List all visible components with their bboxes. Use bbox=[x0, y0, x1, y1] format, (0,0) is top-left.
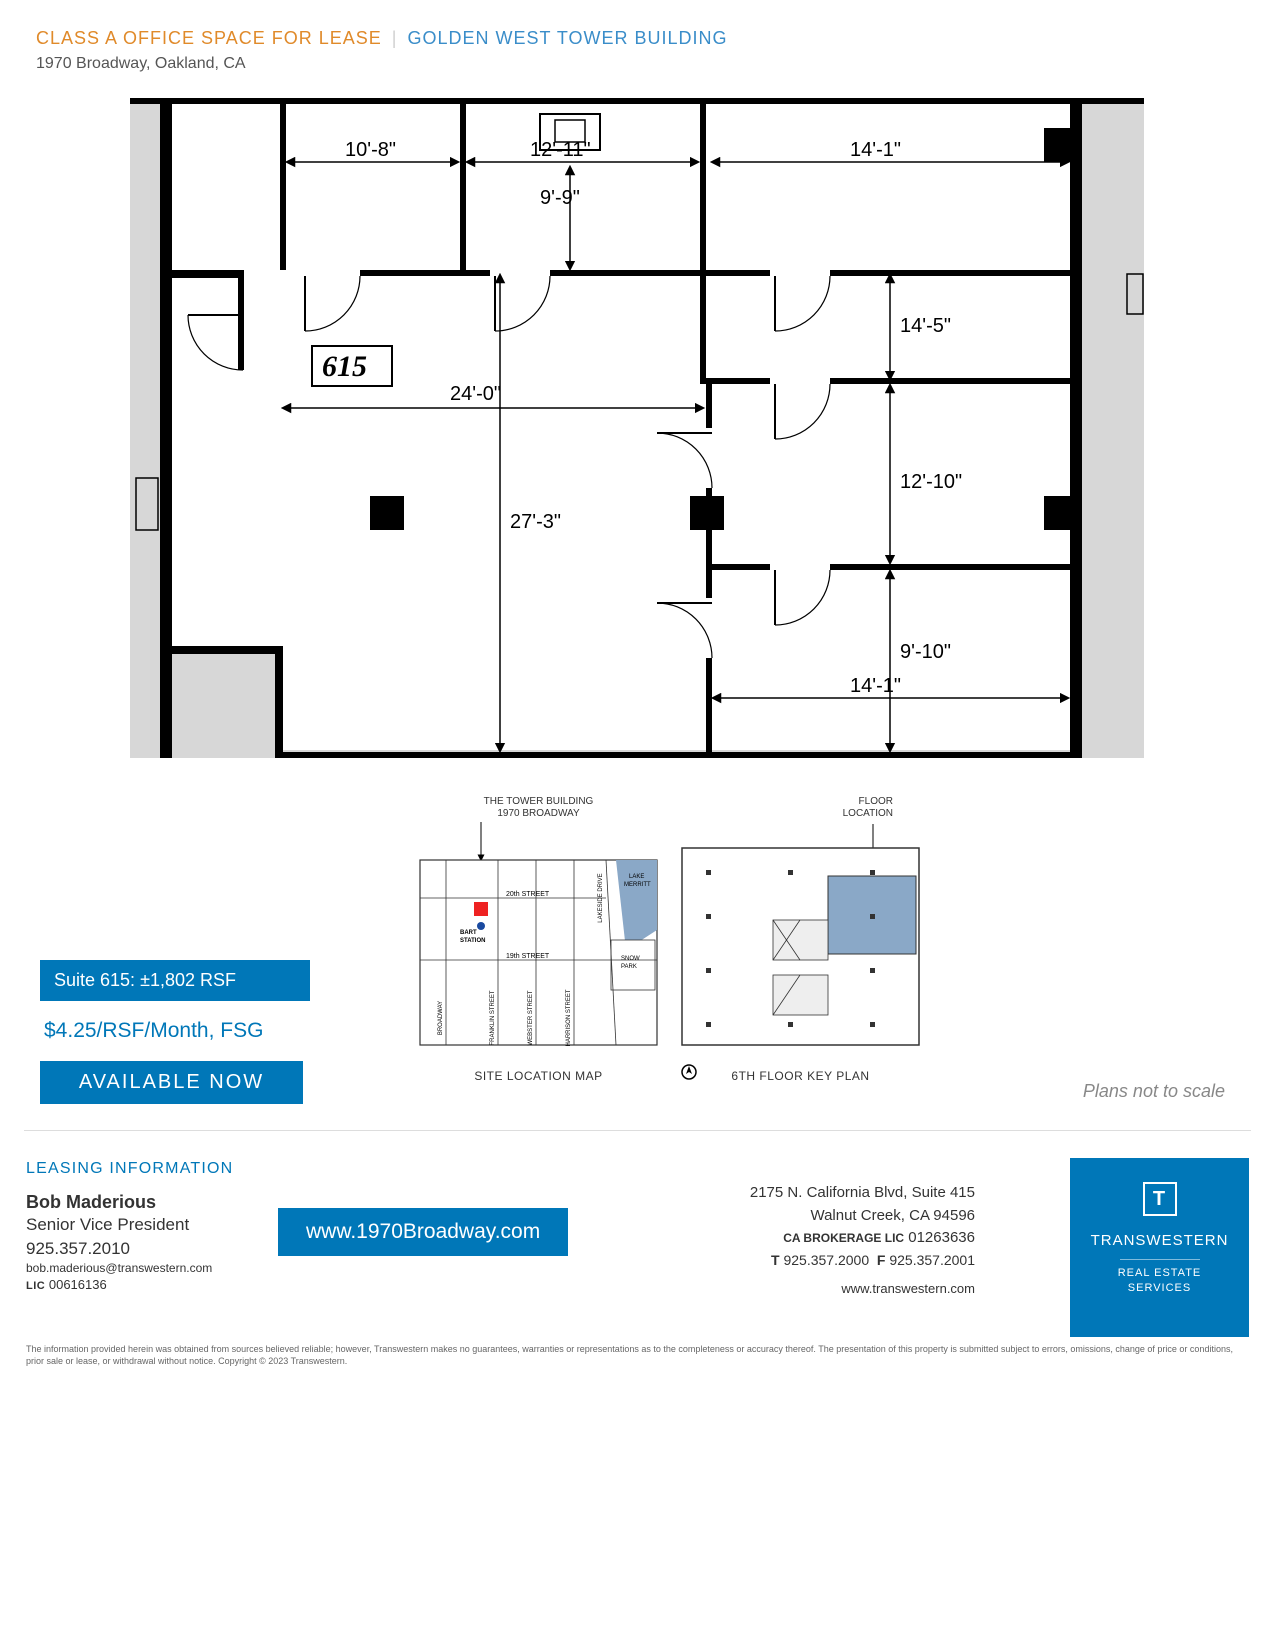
svg-text:BART: BART bbox=[460, 930, 477, 936]
broker-phone-fax: T 925.357.2000 F 925.357.2001 bbox=[750, 1250, 975, 1271]
svg-text:20th STREET: 20th STREET bbox=[506, 891, 550, 898]
dim-d3: 9'-9" bbox=[540, 187, 580, 209]
building-name: GOLDEN WEST TOWER BUILDING bbox=[407, 28, 727, 48]
listing-tag: CLASS A OFFICE SPACE FOR LEASE bbox=[36, 28, 382, 48]
contact-title: Senior Vice President bbox=[26, 1215, 1249, 1235]
logo-t-icon: T bbox=[1143, 1182, 1177, 1216]
dim-d5: 14'-5" bbox=[900, 315, 951, 337]
disclaimer-text: The information provided herein was obta… bbox=[26, 1344, 1249, 1387]
plans-not-to-scale: Plans not to scale bbox=[1083, 1081, 1225, 1102]
page-header: CLASS A OFFICE SPACE FOR LEASE | GOLDEN … bbox=[0, 0, 1275, 83]
property-url-badge[interactable]: www.1970Broadway.com bbox=[278, 1208, 568, 1256]
broker-addr1: 2175 N. California Blvd, Suite 415 bbox=[750, 1182, 975, 1205]
svg-text:LAKESIDE DRIVE: LAKESIDE DRIVE bbox=[598, 873, 604, 922]
broker-url: www.transwestern.com bbox=[750, 1279, 975, 1299]
broker-addr2: Walnut Creek, CA 94596 bbox=[750, 1205, 975, 1228]
dim-d8: 12'-10" bbox=[900, 471, 962, 493]
broker-license: CA BROKERAGE LIC 01263636 bbox=[750, 1227, 975, 1250]
divider bbox=[24, 1130, 1251, 1131]
key-plan-caption: 6TH FLOOR KEY PLAN bbox=[678, 1069, 923, 1083]
pricing-block: Suite 615: ±1,802 RSF $4.25/RSF/Month, F… bbox=[40, 960, 310, 1104]
header-line: CLASS A OFFICE SPACE FOR LEASE | GOLDEN … bbox=[36, 28, 1239, 49]
dim-d6: 24'-0" bbox=[450, 383, 501, 405]
brokerage-block: 2175 N. California Blvd, Suite 415 Walnu… bbox=[750, 1182, 975, 1298]
leasing-info-heading: LEASING INFORMATION bbox=[26, 1160, 1249, 1178]
svg-text:MERRITT: MERRITT bbox=[624, 882, 651, 888]
building-address: 1970 Broadway, Oakland, CA bbox=[36, 55, 1239, 73]
dim-d4: 14'-1" bbox=[850, 139, 901, 161]
header-separator: | bbox=[392, 28, 398, 48]
suite-size-badge: Suite 615: ±1,802 RSF bbox=[40, 960, 310, 1001]
availability-badge: AVAILABLE NOW bbox=[40, 1061, 303, 1104]
contact-license: LIC 00616136 bbox=[26, 1277, 1249, 1292]
key-plan-title: FLOORLOCATION bbox=[843, 796, 893, 819]
contact-email: bob.maderious@transwestern.com bbox=[26, 1261, 1249, 1275]
transwestern-logo: T TRANSWESTERN REAL ESTATESERVICES bbox=[1070, 1158, 1249, 1337]
site-map-title2: 1970 BROADWAY bbox=[497, 808, 579, 819]
dim-d10: 14'-1" bbox=[850, 675, 901, 697]
contact-phone: 925.357.2010 bbox=[26, 1239, 1249, 1259]
contact-name: Bob Maderious bbox=[26, 1192, 1249, 1213]
logo-subtitle: REAL ESTATESERVICES bbox=[1070, 1266, 1249, 1297]
dim-d9: 9'-10" bbox=[900, 641, 951, 663]
svg-text:WEBSTER STREET: WEBSTER STREET bbox=[528, 990, 534, 1045]
svg-text:HARRISON STREET: HARRISON STREET bbox=[566, 989, 572, 1046]
svg-text:LAKE: LAKE bbox=[629, 874, 644, 880]
svg-text:19th STREET: 19th STREET bbox=[506, 953, 550, 960]
svg-text:FRANKLIN STREET: FRANKLIN STREET bbox=[490, 990, 496, 1045]
svg-text:BROADWAY: BROADWAY bbox=[438, 1001, 444, 1035]
floor-plan: 10'-8" 12'-11" 9'-9" 14'-1" 14'-5" 24'-0… bbox=[130, 98, 1144, 758]
dim-d2: 12'-11" bbox=[530, 139, 591, 161]
floor-key-plan: FLOORLOCATION 6TH FLOOR KEY PLAN bbox=[678, 796, 923, 1061]
site-map-title1: THE TOWER BUILDING bbox=[484, 796, 594, 807]
site-location-map: THE TOWER BUILDING 1970 BROADWAY 20th ST… bbox=[416, 796, 661, 1061]
svg-text:SNOW: SNOW bbox=[621, 956, 640, 962]
dim-d1: 10'-8" bbox=[345, 139, 396, 161]
svg-text:PARK: PARK bbox=[621, 964, 637, 970]
rate-line: $4.25/RSF/Month, FSG bbox=[40, 1001, 310, 1061]
footer: LEASING INFORMATION Bob Maderious Senior… bbox=[26, 1160, 1249, 1292]
logo-brand: TRANSWESTERN bbox=[1070, 1232, 1249, 1249]
svg-text:STATION: STATION bbox=[460, 938, 485, 944]
site-map-caption: SITE LOCATION MAP bbox=[416, 1069, 661, 1083]
dim-d7: 27'-3" bbox=[510, 511, 561, 533]
suite-number: 615 bbox=[322, 350, 367, 383]
